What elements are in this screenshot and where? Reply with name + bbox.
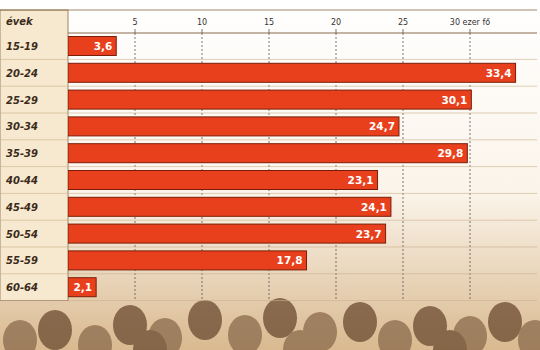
tick-label: 30 ezer fő: [450, 18, 490, 27]
tick-label: 5: [132, 18, 137, 27]
tick-mark: [202, 29, 203, 33]
bar: [68, 171, 378, 190]
category-label: 40-44: [5, 175, 38, 186]
tick-label: 15: [264, 18, 274, 27]
photo-shape: [188, 300, 222, 340]
category-label: 55-59: [6, 255, 38, 266]
photo-shape: [283, 330, 317, 350]
row-separator: [0, 300, 537, 301]
category-label: 25-29: [6, 95, 38, 106]
photo-shape: [78, 325, 112, 350]
data-label: 2,1: [74, 281, 93, 293]
label-column: [0, 10, 68, 301]
bar: [68, 90, 471, 109]
chart-svg: évek 5 10 15 20 25 30 ezer fő 15-19 3,6 20-24 33,4…: [0, 0, 540, 350]
data-label: 30,1: [441, 94, 467, 106]
background: [0, 0, 540, 350]
chart-container: évek 5 10 15 20 25 30 ezer fő 15-19 3,6 20-24 33,4…: [0, 0, 540, 350]
bar: [68, 37, 116, 56]
data-label: 33,4: [486, 67, 512, 79]
photo-shape: [133, 330, 167, 350]
data-label: 29,8: [437, 147, 463, 159]
category-label: 15-19: [6, 41, 38, 52]
category-label: 50-54: [6, 229, 38, 240]
row-separator: [0, 220, 537, 221]
data-label: 23,7: [356, 228, 382, 240]
tick-label: 20: [331, 18, 341, 27]
photo-shape: [38, 310, 72, 350]
data-label: 3,6: [94, 40, 113, 52]
data-label: 23,1: [348, 174, 374, 186]
photo-shape: [343, 302, 377, 342]
photo-shape: [518, 320, 540, 350]
category-label: 35-39: [6, 148, 38, 159]
x-axis-line: [68, 33, 537, 34]
bar: [68, 63, 516, 82]
bar: [68, 144, 467, 163]
bar: [68, 224, 386, 243]
tick-label: 25: [398, 18, 408, 27]
tick-mark: [135, 29, 136, 33]
row-separator: [0, 59, 537, 60]
tick-mark: [269, 29, 270, 33]
photo-shape: [3, 320, 37, 350]
row-separator: [0, 86, 537, 87]
tick-mark: [336, 29, 337, 33]
bar: [68, 197, 391, 216]
bar: [68, 251, 307, 270]
category-label: 30-34: [6, 121, 38, 132]
row-separator: [0, 166, 537, 167]
tick-mark: [403, 29, 404, 33]
data-label: 17,8: [277, 254, 303, 266]
row-separator: [0, 113, 537, 114]
header-line: [0, 10, 537, 11]
photo-shape: [228, 315, 262, 350]
row-separator: [0, 193, 537, 194]
category-label: 45-49: [5, 202, 38, 213]
bar: [68, 117, 399, 136]
photo-shape: [433, 330, 467, 350]
photo-shape: [263, 298, 297, 338]
row-separator: [0, 247, 537, 248]
data-label: 24,7: [369, 120, 395, 132]
category-label: 20-24: [6, 68, 38, 79]
row-separator: [0, 139, 537, 140]
tick-mark: [470, 29, 471, 33]
row-separator: [0, 273, 537, 274]
tick-label: 10: [197, 18, 207, 27]
background-photo: [3, 298, 540, 350]
bar: [68, 278, 96, 297]
photo-shape: [378, 320, 412, 350]
photo-shape: [488, 302, 522, 342]
y-axis-label: évek: [6, 16, 34, 27]
data-label: 24,1: [361, 201, 387, 213]
category-label: 60-64: [6, 282, 38, 293]
